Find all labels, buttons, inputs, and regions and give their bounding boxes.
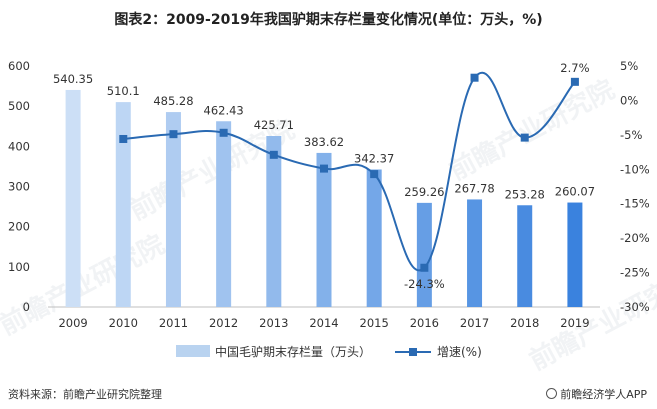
bar-value-label: 342.37 bbox=[354, 151, 394, 165]
x-tick-label: 2010 bbox=[109, 316, 138, 330]
bar-value-label: 383.62 bbox=[304, 135, 344, 149]
bar-value-label: 540.35 bbox=[53, 72, 93, 86]
growth-marker bbox=[169, 130, 178, 139]
growth-marker bbox=[570, 77, 579, 86]
bar bbox=[216, 121, 232, 307]
bar-value-label: 259.26 bbox=[404, 185, 444, 199]
x-tick-label: 2015 bbox=[360, 316, 389, 330]
x-tick-label: 2011 bbox=[159, 316, 188, 330]
bar-value-label: 267.78 bbox=[454, 181, 494, 195]
x-tick-label: 2009 bbox=[58, 316, 87, 330]
bar bbox=[65, 89, 81, 308]
growth-marker bbox=[370, 170, 379, 179]
chart-title: 图表2：2009-2019年我国驴期末存栏量变化情况(单位：万头，%) bbox=[114, 12, 543, 28]
growth-marker bbox=[520, 133, 529, 142]
y-right-tick-label: -25% bbox=[620, 266, 650, 280]
y-right-tick-label: 0% bbox=[620, 93, 638, 107]
y-left-tick-label: 400 bbox=[8, 139, 30, 153]
y-right-tick-label: -30% bbox=[620, 300, 650, 314]
growth-marker bbox=[470, 73, 479, 82]
legend-swatch-marker bbox=[409, 348, 417, 356]
y-left-tick-label: 200 bbox=[8, 220, 30, 234]
bar bbox=[416, 202, 432, 307]
x-tick-label: 2018 bbox=[510, 316, 539, 330]
bar-value-label: 485.28 bbox=[153, 94, 193, 108]
brand-logo-icon bbox=[546, 388, 558, 399]
growth-line bbox=[123, 72, 576, 272]
bar bbox=[165, 112, 181, 308]
growth-marker bbox=[119, 134, 128, 143]
bar bbox=[567, 202, 583, 307]
growth-marker bbox=[219, 128, 228, 137]
source-note: 资料来源：前瞻产业研究院整理 bbox=[8, 388, 162, 401]
bar bbox=[366, 169, 382, 307]
credit-text: 前瞻经济学人APP bbox=[560, 388, 647, 401]
y-right-tick-label: 5% bbox=[620, 59, 638, 73]
growth-value-label: -24.3% bbox=[404, 277, 445, 291]
growth-value-label: 2.7% bbox=[560, 61, 589, 75]
x-tick-label: 2014 bbox=[309, 316, 338, 330]
x-tick-label: 2013 bbox=[259, 316, 288, 330]
legend-swatch-bar bbox=[176, 345, 210, 357]
x-tick-label: 2016 bbox=[410, 316, 439, 330]
y-right-tick-label: -10% bbox=[620, 162, 650, 176]
bar-value-label: 260.07 bbox=[555, 185, 595, 199]
growth-marker bbox=[420, 263, 429, 272]
x-tick-label: 2017 bbox=[460, 316, 489, 330]
y-right-tick-label: -15% bbox=[620, 197, 650, 211]
y-right-tick-label: -5% bbox=[620, 128, 642, 142]
bar bbox=[266, 136, 282, 307]
legend-label-line: 增速(%) bbox=[437, 345, 482, 359]
bar-value-label: 425.71 bbox=[254, 118, 294, 132]
y-left-tick-label: 600 bbox=[8, 59, 30, 73]
bar bbox=[316, 152, 332, 307]
x-tick-label: 2012 bbox=[209, 316, 238, 330]
bar-value-label: 510.1 bbox=[107, 84, 140, 98]
y-left-tick-label: 300 bbox=[8, 180, 30, 194]
growth-marker bbox=[320, 164, 328, 173]
growth-marker bbox=[269, 150, 278, 159]
x-tick-label: 2019 bbox=[560, 316, 589, 330]
y-left-tick-label: 100 bbox=[8, 260, 30, 274]
bar-value-label: 462.43 bbox=[204, 103, 244, 117]
y-left-tick-label: 500 bbox=[8, 99, 30, 113]
y-right-tick-label: -20% bbox=[620, 231, 650, 245]
credit-note: 前瞻经济学人APP bbox=[546, 386, 647, 402]
bar bbox=[517, 205, 533, 307]
y-left-tick-label: 0 bbox=[23, 300, 30, 314]
bar-value-label: 253.28 bbox=[505, 187, 545, 201]
bar bbox=[115, 102, 131, 307]
legend-label-bar: 中国毛驴期末存栏量（万头） bbox=[215, 344, 371, 359]
bar bbox=[467, 199, 483, 307]
